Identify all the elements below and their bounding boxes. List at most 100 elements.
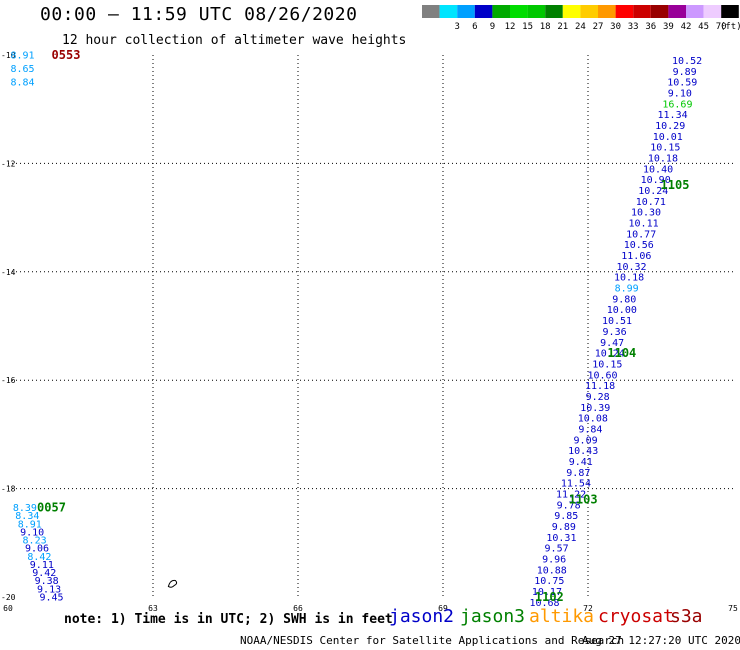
swh-value-label: 9.89 [673,67,697,78]
footer-note: note: 1) Time is in UTC; 2) SWH is in fe… [64,612,393,627]
legend-swatch [580,5,598,18]
swh-value-label: 11.06 [621,251,651,262]
footer-timestamp: Aug 27 12:27:20 UTC 2020 [582,634,740,647]
swh-value-label: 10.18 [648,153,678,164]
y-tick-label: -18 [1,485,16,494]
satellite-name-altika: altika [529,606,595,627]
swh-value-label: 9.84 [578,424,602,435]
swh-value-label: 9.87 [566,468,590,479]
y-tick-label: -20 [1,593,16,602]
swh-value-label: 9.57 [545,544,569,555]
lat-lon-grid: 60 63 66 69 72 75 -10 -12 -14 -16 -18 -20 [1,51,738,613]
swh-value-label: 10.90 [641,175,671,186]
swh-value-label: 9.13 [37,584,61,595]
legend-swatch [457,5,475,18]
legend-tick-label: 18 [540,22,551,32]
swh-value-label: 10.75 [534,576,564,587]
legend-swatch [721,5,739,18]
swh-value-label: 9.09 [574,435,598,446]
y-tick-label: -12 [1,159,16,168]
legend-swatch [527,5,546,18]
legend-tick-label: 33 [628,22,639,32]
swh-value-label: 10.68 [529,598,559,609]
legend-swatch [422,5,440,18]
pass-time-label: 1104 [607,346,636,360]
swh-value-label: 11.18 [585,381,615,392]
legend-swatch [650,5,669,18]
x-tick-label: 72 [583,604,593,613]
pass-time-label: 1105 [661,178,690,192]
swh-value-label: 8.39 [13,503,37,514]
land-masses [167,579,178,588]
legend-tick-label: 27 [593,22,604,32]
swh-value-label: 10.39 [580,403,610,414]
swh-value-label: 10.24 [638,186,668,197]
swh-value-label: 9.45 [39,593,63,604]
swh-value-label: 10.30 [631,208,661,219]
swh-value-label: 10.43 [568,446,598,457]
y-tick-label: -14 [1,268,16,277]
legend-swatch [492,5,510,18]
swh-value-label: 10.17 [532,587,562,598]
swh-value-label: 9.10 [668,88,692,99]
land-outline [167,579,178,588]
swh-value-label: 9.42 [32,568,56,579]
swh-value-label: 8.91 [18,519,42,530]
swh-value-label: 9.11 [30,560,54,571]
legend-swatch [633,5,651,18]
swh-value-label: 10.71 [636,197,666,208]
swh-value-label: 9.36 [603,327,627,338]
swh-value-label: 11.22 [556,490,586,501]
swh-value-label: 10.24 [595,349,625,360]
x-tick-label: 75 [728,604,738,613]
footer-credit: NOAA/NESDIS Center for Satellite Applica… [240,634,625,647]
legend-tick-label: 24 [575,22,586,32]
swh-value-label: 8.42 [27,552,51,563]
swh-value-label: 10.31 [546,533,576,544]
legend-swatch [439,5,458,18]
swh-value-label: 10.59 [667,78,697,89]
legend-swatch [703,5,722,18]
y-tick-label: -10 [1,51,16,60]
swh-value-label: 9.85 [554,511,578,522]
swh-value-label: 9.06 [25,544,49,555]
swh-value-label: 10.32 [616,262,646,273]
satellite-name-cryosat: cryosat [598,606,674,627]
pass-time-label: 1103 [569,492,598,506]
chart-subtitle: 12 hour collection of altimeter wave hei… [62,33,407,48]
legend-swatch [474,5,493,18]
legend-tick-label: 42 [681,22,692,32]
legend-swatch [668,5,686,18]
legend-swatch [598,5,616,18]
swh-value-label: 16.69 [662,99,692,110]
satellite-name-s3a: s3a [670,606,703,627]
swh-value-label: 11.34 [658,110,688,121]
swh-value-label: 10.11 [629,219,659,230]
legend-tick-label: 45 [698,22,709,32]
legend-tick-label: 12 [505,22,516,32]
swh-value-label: 8.91 [10,51,34,62]
legend-swatch [510,5,528,18]
pass-time-label: 0057 [37,501,66,515]
swh-value-label: 9.10 [20,527,44,538]
legend-tick-label: 70 [716,22,727,32]
swh-value-label: 10.15 [650,143,680,154]
satellite-tracks: 10.529.8910.599.1016.6911.3410.2910.0110… [10,48,702,609]
swh-value-label: 10.15 [592,359,622,370]
swh-value-label: 10.00 [607,305,637,316]
legend-tick-label: 30 [610,22,621,32]
legend-tick-label: 6 [472,22,477,32]
legend-tick-label: 36 [645,22,656,32]
swh-value-label: 9.38 [35,576,59,587]
legend-swatch [545,5,563,18]
x-tick-label: 69 [438,604,448,613]
legend-swatch [562,5,581,18]
swh-value-label: 10.01 [653,132,683,143]
swh-value-label: 9.78 [557,500,581,511]
legend-tick-label: 9 [490,22,495,32]
y-tick-label: -16 [1,376,16,385]
swh-value-label: 8.65 [10,64,34,75]
swh-value-label: 9.41 [569,457,593,468]
legend-tick-label: 21 [557,22,568,32]
